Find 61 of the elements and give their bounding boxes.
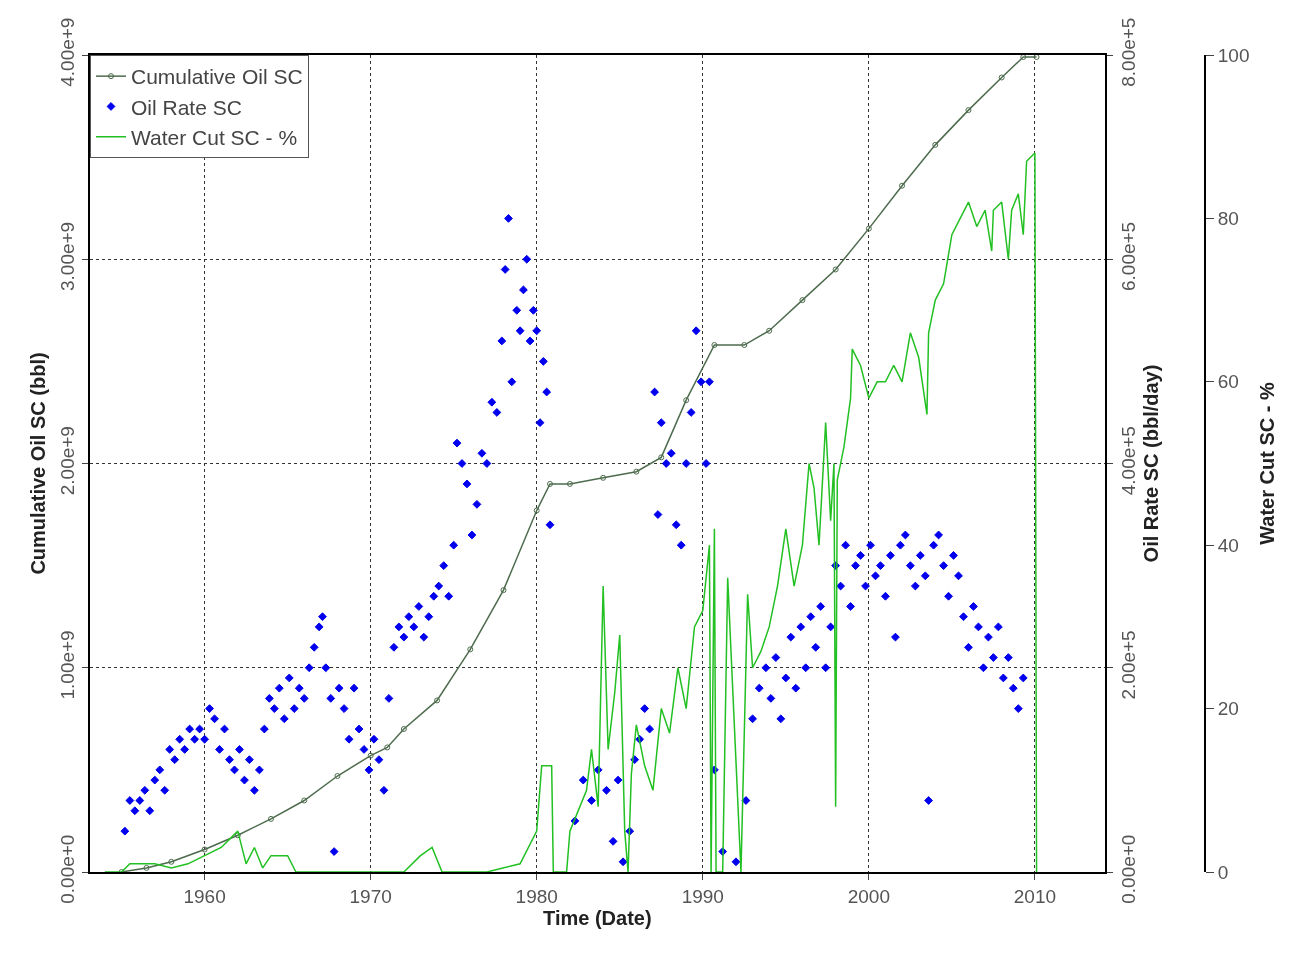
point xyxy=(533,507,540,514)
point xyxy=(683,397,690,404)
y-tick-label: 3.00e+9 xyxy=(57,221,79,292)
point xyxy=(201,846,208,853)
x-tick-label: 2010 xyxy=(1013,885,1057,907)
point xyxy=(658,454,665,461)
point xyxy=(998,74,1005,81)
y3-tick-label: 40 xyxy=(1217,534,1239,556)
point xyxy=(741,342,748,349)
y3-axis-title: Water Cut SC - % xyxy=(1255,381,1278,545)
x-tick-label: 1990 xyxy=(681,885,724,907)
y3-tick-label: 20 xyxy=(1217,698,1239,720)
y-tick-label: 0.00e+0 xyxy=(57,834,79,904)
y3-tick-label: 80 xyxy=(1217,208,1239,230)
point xyxy=(301,797,308,804)
y-tick-label: 1.00e+9 xyxy=(57,630,79,700)
point xyxy=(799,297,806,304)
point xyxy=(500,587,507,594)
point xyxy=(268,815,275,822)
y2-tick-label: 4.00e+5 xyxy=(1118,426,1140,496)
y-axis-title: Cumulative Oil SC (bbl) xyxy=(27,352,50,575)
point xyxy=(1020,55,1027,61)
point xyxy=(1033,55,1040,61)
point xyxy=(899,182,906,189)
y2-axis-title: Oil Rate SC (bbl/day) xyxy=(1140,364,1163,563)
point xyxy=(400,726,407,733)
point xyxy=(566,480,573,487)
x-axis-title: Time (Date) xyxy=(543,906,652,929)
y-tick-label: 4.00e+9 xyxy=(57,17,79,87)
x-tick-label: 1980 xyxy=(515,885,558,907)
point xyxy=(865,225,872,232)
y3-tick-label: 0 xyxy=(1217,861,1229,883)
point xyxy=(143,864,150,871)
y3-tick-label: 100 xyxy=(1217,44,1250,66)
point xyxy=(434,697,441,704)
x-tick-label: 1960 xyxy=(183,885,226,907)
y2-tick-label: 8.00e+5 xyxy=(1118,17,1140,87)
y2-tick-label: 0.00e+0 xyxy=(1118,834,1140,904)
point xyxy=(384,744,391,751)
legend-label: Cumulative Oil SC xyxy=(131,65,303,89)
point xyxy=(832,266,839,273)
point xyxy=(965,107,972,114)
point xyxy=(766,327,773,334)
y3-tick-label: 60 xyxy=(1217,371,1239,393)
x-tick-label: 2000 xyxy=(847,885,890,907)
point xyxy=(547,480,553,487)
legend-label: Water Cut SC - % xyxy=(131,125,298,149)
point xyxy=(367,752,374,759)
point xyxy=(633,468,640,475)
legend-label: Oil Rate SC xyxy=(131,95,242,119)
point xyxy=(234,832,241,839)
point xyxy=(600,474,607,481)
point xyxy=(932,141,939,148)
point xyxy=(168,858,175,865)
y2-tick-label: 2.00e+5 xyxy=(1118,630,1140,700)
x-tick-label: 1970 xyxy=(349,885,392,907)
y-tick-label: 2.00e+9 xyxy=(57,426,79,496)
y2-tick-label: 6.00e+5 xyxy=(1118,221,1140,292)
point xyxy=(711,342,718,349)
point xyxy=(467,646,474,653)
point xyxy=(334,773,341,779)
